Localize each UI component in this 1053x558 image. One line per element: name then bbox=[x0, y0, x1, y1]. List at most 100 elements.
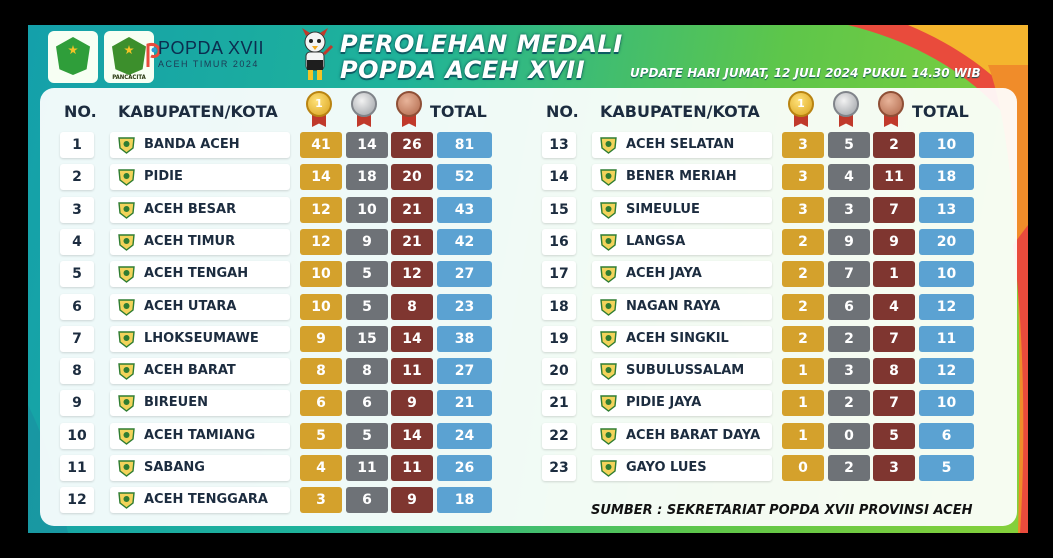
bronze-count-cell: 12 bbox=[391, 261, 433, 288]
region-cell: ACEH SELATAN bbox=[592, 132, 772, 158]
region-name: ACEH TENGAH bbox=[144, 266, 249, 282]
gold-count-cell: 3 bbox=[782, 164, 824, 191]
total-count-cell: 18 bbox=[919, 164, 974, 191]
region-name: ACEH BARAT bbox=[144, 363, 236, 379]
rank-cell: 15 bbox=[542, 196, 576, 223]
silver-count-cell: 14 bbox=[346, 132, 388, 158]
sabang-emblem-icon bbox=[118, 459, 135, 477]
gold-count-cell: 10 bbox=[300, 293, 342, 320]
rank-cell: 23 bbox=[542, 455, 576, 481]
popda-line2: ACEH TIMUR 2024 bbox=[158, 59, 259, 69]
bronze-count-cell: 11 bbox=[391, 358, 433, 385]
region-name: ACEH UTARA bbox=[144, 298, 237, 314]
bronze-count-cell: 4 bbox=[873, 293, 915, 320]
total-count-cell: 24 bbox=[437, 422, 492, 449]
source-note: SUMBER : SEKRETARIAT POPDA XVII PROVINSI… bbox=[591, 503, 973, 518]
region-cell: SABANG bbox=[110, 455, 290, 481]
gold-count-cell: 1 bbox=[782, 422, 824, 449]
region-cell: LHOKSEUMAWE bbox=[110, 325, 290, 352]
popda-line1: POPDA XVII bbox=[158, 38, 265, 58]
region-cell: PIDIE bbox=[110, 164, 290, 191]
bronze-count-cell: 21 bbox=[391, 196, 433, 223]
title-line2: POPDA ACEH XVII bbox=[340, 56, 586, 84]
silver-count-cell: 3 bbox=[828, 358, 870, 385]
pidie-jaya-emblem-icon bbox=[600, 394, 617, 413]
gold-count-cell: 12 bbox=[300, 196, 342, 223]
bronze-count-cell: 8 bbox=[873, 358, 915, 385]
rank-cell: 19 bbox=[542, 325, 576, 352]
gold-count-cell: 4 bbox=[300, 455, 342, 481]
gold-count-cell: 3 bbox=[782, 196, 824, 223]
silver-count-cell: 4 bbox=[828, 164, 870, 191]
popda-mark-icon bbox=[146, 43, 161, 67]
total-count-cell: 27 bbox=[437, 358, 492, 385]
rank-cell: 17 bbox=[542, 261, 576, 288]
gold-count-cell: 5 bbox=[300, 422, 342, 449]
gold-count-cell: 1 bbox=[782, 358, 824, 385]
bronze-count-cell: 2 bbox=[873, 132, 915, 158]
region-cell: BANDA ACEH bbox=[110, 132, 290, 158]
silver-count-cell: 5 bbox=[346, 261, 388, 288]
gold-count-cell: 1 bbox=[782, 390, 824, 417]
rank-cell: 20 bbox=[542, 358, 576, 385]
region-cell: SUBULUSSALAM bbox=[592, 358, 772, 385]
total-count-cell: 43 bbox=[437, 196, 492, 223]
bronze-count-cell: 14 bbox=[391, 325, 433, 352]
region-cell: ACEH TIMUR bbox=[110, 228, 290, 255]
rank-cell: 16 bbox=[542, 228, 576, 255]
gold-count-cell: 12 bbox=[300, 228, 342, 255]
aceh-tenggara-emblem-icon bbox=[118, 491, 135, 510]
bronze-count-cell: 7 bbox=[873, 196, 915, 223]
lhokseumawe-emblem-icon bbox=[118, 330, 135, 348]
bener-meriah-emblem-icon bbox=[600, 168, 617, 187]
bronze-medal-icon bbox=[396, 91, 422, 127]
gold-count-cell: 14 bbox=[300, 164, 342, 191]
aceh-province-logo bbox=[48, 31, 98, 83]
total-count-cell: 21 bbox=[437, 390, 492, 417]
rank-cell: 6 bbox=[60, 293, 94, 320]
silver-count-cell: 2 bbox=[828, 390, 870, 417]
bronze-count-cell: 7 bbox=[873, 390, 915, 417]
rank-cell: 3 bbox=[60, 196, 94, 223]
region-name: BIREUEN bbox=[144, 395, 208, 411]
aceh-barat-emblem-icon bbox=[118, 362, 135, 380]
region-name: BANDA ACEH bbox=[144, 137, 240, 152]
region-name: PIDIE bbox=[144, 169, 183, 185]
aceh-besar-emblem-icon bbox=[118, 201, 135, 219]
nagan-raya-emblem-icon bbox=[600, 298, 617, 316]
region-cell: NAGAN RAYA bbox=[592, 293, 772, 320]
region-name: SUBULUSSALAM bbox=[626, 363, 745, 379]
silver-count-cell: 8 bbox=[346, 358, 388, 385]
aceh-timur-emblem-icon bbox=[118, 233, 135, 251]
gold-count-cell: 0 bbox=[782, 455, 824, 481]
bronze-count-cell: 14 bbox=[391, 422, 433, 449]
pancacita-logo: PANCACITA bbox=[104, 31, 154, 83]
region-cell: GAYO LUES bbox=[592, 455, 772, 481]
silver-count-cell: 7 bbox=[828, 261, 870, 288]
left-header-total: TOTAL bbox=[430, 102, 487, 121]
region-name: BENER MERIAH bbox=[626, 169, 737, 185]
bronze-count-cell: 3 bbox=[873, 455, 915, 481]
silver-count-cell: 2 bbox=[828, 325, 870, 352]
medal-standings-board: PANCACITA POPDA XVII ACEH TIMUR 2024 PER… bbox=[28, 25, 1028, 533]
right-header-region: KABUPATEN/KOTA bbox=[600, 102, 760, 121]
gold-medal-number: 1 bbox=[797, 97, 805, 110]
silver-count-cell: 18 bbox=[346, 164, 388, 191]
mascot-icon bbox=[302, 28, 334, 80]
rank-cell: 11 bbox=[60, 455, 94, 481]
gold-count-cell: 2 bbox=[782, 261, 824, 288]
total-count-cell: 23 bbox=[437, 293, 492, 320]
gold-count-cell: 41 bbox=[300, 132, 342, 158]
silver-count-cell: 6 bbox=[346, 390, 388, 417]
region-cell: ACEH TENGAH bbox=[110, 261, 290, 288]
left-header-region: KABUPATEN/KOTA bbox=[118, 102, 278, 121]
aceh-jaya-emblem-icon bbox=[600, 265, 617, 284]
region-name: NAGAN RAYA bbox=[626, 298, 721, 314]
aceh-singkil-emblem-icon bbox=[600, 330, 617, 348]
silver-count-cell: 15 bbox=[346, 325, 388, 352]
bireuen-emblem-icon bbox=[118, 394, 135, 413]
total-count-cell: 81 bbox=[437, 132, 492, 158]
langsa-emblem-icon bbox=[600, 233, 617, 251]
rank-cell: 18 bbox=[542, 293, 576, 320]
bronze-count-cell: 7 bbox=[873, 325, 915, 352]
